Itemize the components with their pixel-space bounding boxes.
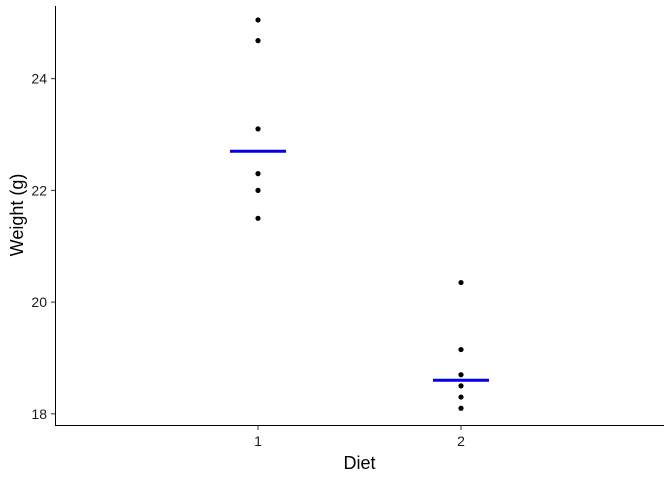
y-tick-label: 20 <box>31 294 47 310</box>
x-axis-title: Diet <box>343 453 375 473</box>
data-point <box>458 346 464 353</box>
data-point <box>458 383 464 389</box>
data-point <box>255 215 261 221</box>
x-tick-label: 1 <box>254 433 262 449</box>
y-tick-label: 22 <box>31 182 47 198</box>
y-tick-label: 24 <box>31 71 47 87</box>
data-point <box>458 405 464 411</box>
data-point <box>458 372 464 378</box>
data-point <box>458 394 464 400</box>
data-point <box>255 17 261 23</box>
data-point <box>255 126 261 132</box>
data-point <box>458 279 464 286</box>
y-axis-title: Weight (g) <box>7 174 27 257</box>
y-tick-label: 18 <box>31 406 47 422</box>
plot-area <box>230 17 489 411</box>
data-point <box>255 171 261 177</box>
data-point <box>255 187 261 193</box>
data-point <box>255 38 261 44</box>
x-tick-label: 2 <box>457 433 465 449</box>
y-ticks: 18 20 22 24 <box>31 71 55 422</box>
